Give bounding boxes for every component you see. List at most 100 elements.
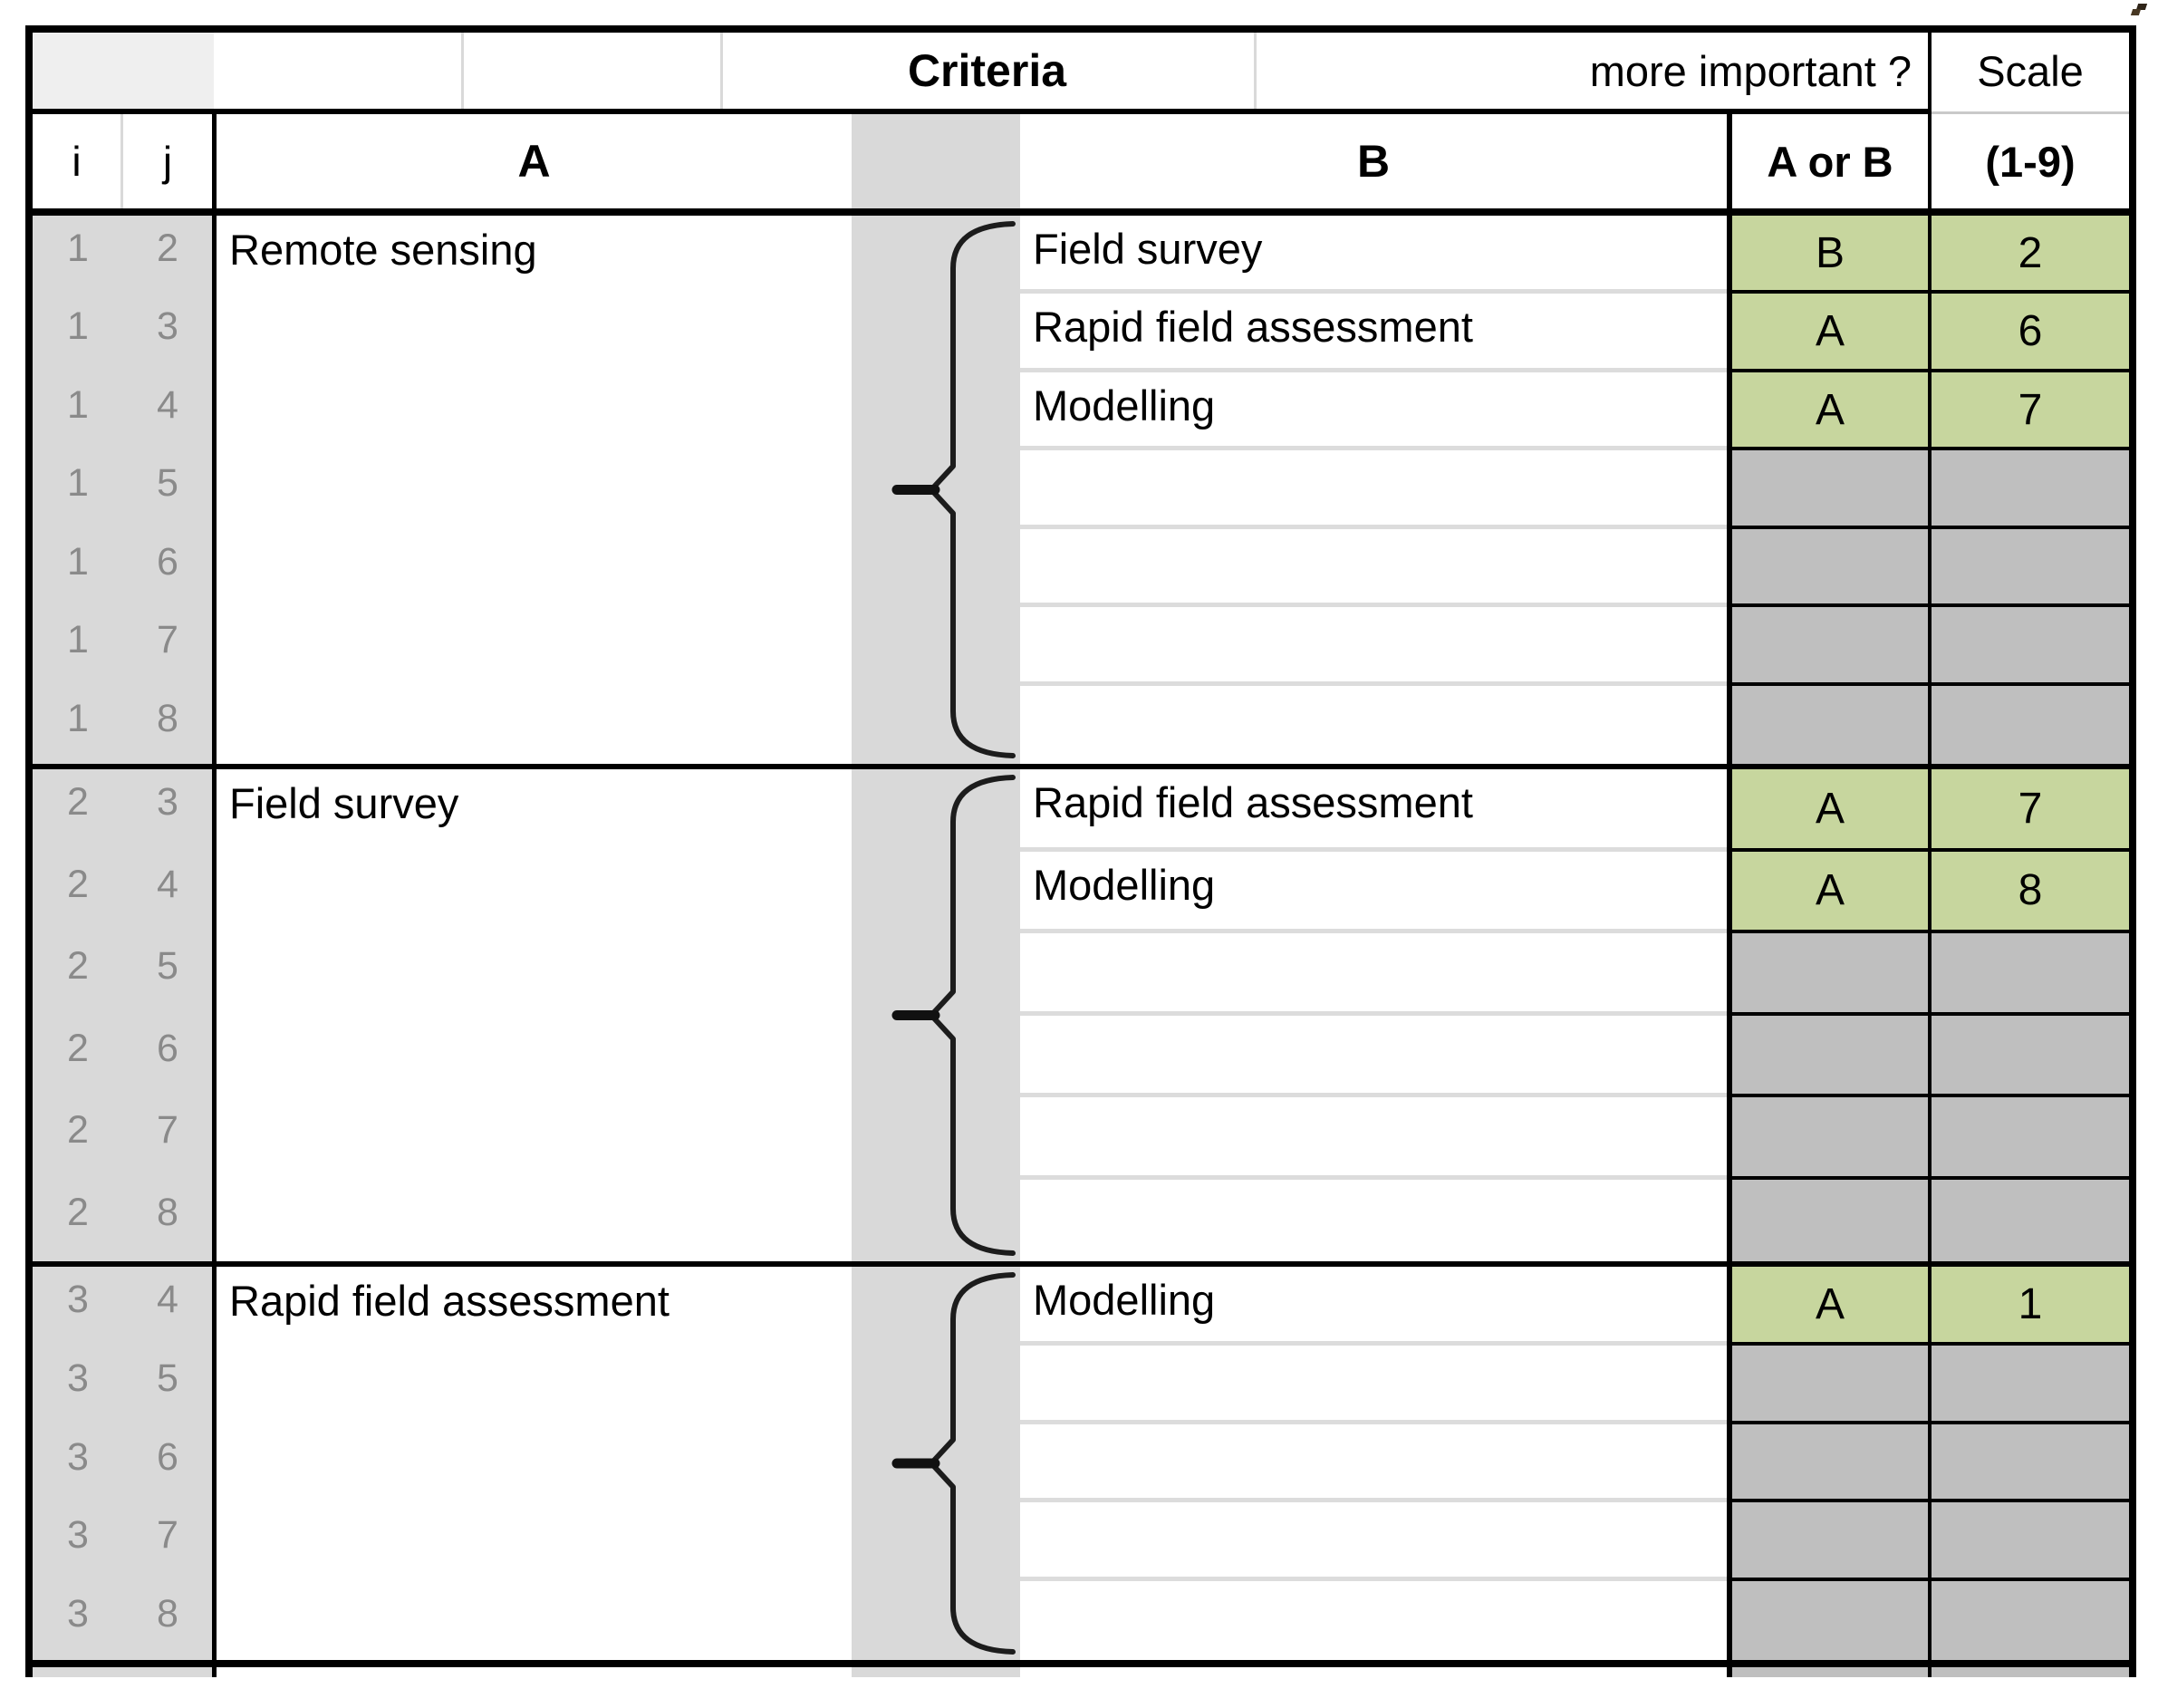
row-i-label: 1 — [67, 461, 89, 506]
scale-cell[interactable] — [1932, 1423, 2129, 1503]
scale-cell[interactable]: 7 — [1932, 372, 2129, 451]
row-j-label: 4 — [157, 382, 178, 427]
row-j-label: 6 — [157, 1434, 178, 1479]
winner-cell[interactable] — [1732, 1345, 1928, 1424]
cropped-next-row — [25, 1667, 2136, 1677]
row-j-label: 6 — [157, 1026, 178, 1070]
winner-cell[interactable]: A — [1732, 372, 1928, 451]
scale-cell[interactable]: 8 — [1932, 851, 2129, 933]
b-criterion-cell — [1020, 1097, 1727, 1180]
scale-cell[interactable] — [1932, 450, 2129, 529]
winner-cell[interactable] — [1732, 1423, 1928, 1503]
winner-cell[interactable] — [1732, 685, 1928, 764]
scale-cell[interactable] — [1932, 933, 2129, 1016]
column-divider — [212, 1267, 217, 1660]
winner-cell[interactable] — [1732, 1015, 1928, 1097]
scale-header: Scale — [1977, 46, 2084, 95]
row-j-label: 4 — [157, 862, 178, 906]
cropped-cell — [212, 1667, 217, 1677]
cropped-cell — [217, 1667, 852, 1677]
scale-cell[interactable] — [1932, 1345, 2129, 1424]
row-i-label: 1 — [67, 382, 89, 427]
scale-cell[interactable] — [1932, 528, 2129, 608]
scale-cell[interactable] — [1932, 685, 2129, 764]
winner-cell[interactable]: A — [1732, 294, 1928, 372]
winner-cell[interactable] — [1732, 1097, 1928, 1180]
scale-cell[interactable] — [1932, 607, 2129, 686]
corner-cell — [33, 33, 214, 109]
b-criterion-cell — [1020, 1180, 1727, 1262]
scale-cell[interactable] — [1932, 1015, 2129, 1097]
header-divider — [1932, 111, 2129, 114]
row-j-label: 2 — [157, 227, 178, 270]
column-header-aorb: A or B — [1727, 114, 1928, 208]
curly-brace-icon — [891, 221, 1016, 758]
b-column: Field survey Rapid field assessment Modell… — [1020, 216, 1727, 764]
column-divider — [212, 216, 217, 764]
row-i-label: 2 — [67, 1190, 89, 1234]
winner-cell[interactable]: A — [1732, 851, 1928, 933]
row-j-label: 6 — [157, 539, 178, 584]
i-column: 2 2 2 2 2 2 — [33, 769, 123, 1261]
a-criterion-label: Rapid field assessment — [229, 1277, 670, 1325]
b-criterion-cell — [1020, 450, 1727, 529]
scale-cell[interactable]: 7 — [1932, 769, 2129, 852]
j-column: 4 5 6 7 8 — [123, 1267, 212, 1660]
row-i-label: 3 — [67, 1356, 89, 1400]
curly-brace-icon — [891, 1272, 1016, 1655]
winner-cell[interactable]: A — [1732, 1267, 1928, 1346]
winner-cell[interactable] — [1732, 933, 1928, 1016]
b-criterion-cell — [1020, 686, 1727, 764]
column-header-b: B — [1356, 136, 1391, 187]
b-criterion-cell: Field survey — [1020, 216, 1727, 294]
criteria-group: 3 3 3 3 3 4 5 6 7 8 Rapid field assessment Modellin… — [33, 1267, 2129, 1660]
row-j-label: 3 — [157, 780, 178, 824]
row-j-label: 5 — [157, 944, 178, 988]
group-divider — [33, 764, 2129, 769]
winner-cell[interactable] — [1732, 528, 1928, 608]
winner-cell[interactable] — [1732, 1581, 1928, 1660]
scale-cell[interactable] — [1932, 1097, 2129, 1180]
row-i-label: 2 — [67, 1108, 89, 1152]
row-i-label: 2 — [67, 1026, 89, 1070]
winner-cell[interactable] — [1732, 607, 1928, 686]
scale-cell[interactable]: 2 — [1932, 216, 2129, 294]
grid-line — [461, 33, 464, 109]
scale-cell[interactable]: 6 — [1932, 294, 2129, 372]
cropped-cell — [852, 1667, 1020, 1677]
row-j-label: 5 — [157, 461, 178, 506]
b-criterion-cell — [1020, 1581, 1727, 1660]
winner-cell[interactable] — [1732, 450, 1928, 529]
row-i-label: 1 — [67, 618, 89, 662]
j-column: 2 3 4 5 6 7 8 — [123, 216, 212, 764]
header-row-top: Criteria more important ? Scale — [33, 33, 2129, 114]
winner-cell[interactable] — [1732, 1502, 1928, 1582]
column-divider — [212, 769, 217, 1261]
column-header-scale: (1-9) — [1928, 114, 2129, 208]
row-j-label: 7 — [157, 1513, 178, 1558]
i-column: 3 3 3 3 3 — [33, 1267, 123, 1660]
row-j-label: 8 — [157, 696, 178, 740]
row-i-label: 3 — [67, 1592, 89, 1636]
scale-cell[interactable] — [1932, 1581, 2129, 1660]
cropped-cell — [1727, 1667, 1732, 1677]
scale-cell[interactable]: 1 — [1932, 1267, 2129, 1346]
j-column: 3 4 5 6 7 8 — [123, 769, 212, 1261]
winner-cell[interactable]: B — [1732, 216, 1928, 294]
row-i-label: 3 — [67, 1513, 89, 1558]
b-criterion-cell: Modelling — [1020, 852, 1727, 933]
cropped-cell — [1732, 1667, 1928, 1677]
winner-cell[interactable] — [1732, 1179, 1928, 1261]
scale-cell[interactable] — [1932, 1179, 2129, 1261]
row-i-label: 1 — [67, 227, 89, 270]
scale-cell[interactable] — [1932, 1502, 2129, 1582]
table-body: 1 1 1 1 1 1 1 2 3 4 5 6 7 8 Remote sensing Field survey… — [33, 216, 2129, 1660]
a-criterion-cell: Field survey — [217, 769, 852, 1261]
b-criterion-cell — [1020, 1424, 1727, 1503]
winner-cell[interactable]: A — [1732, 769, 1928, 852]
row-i-label: 2 — [67, 862, 89, 906]
